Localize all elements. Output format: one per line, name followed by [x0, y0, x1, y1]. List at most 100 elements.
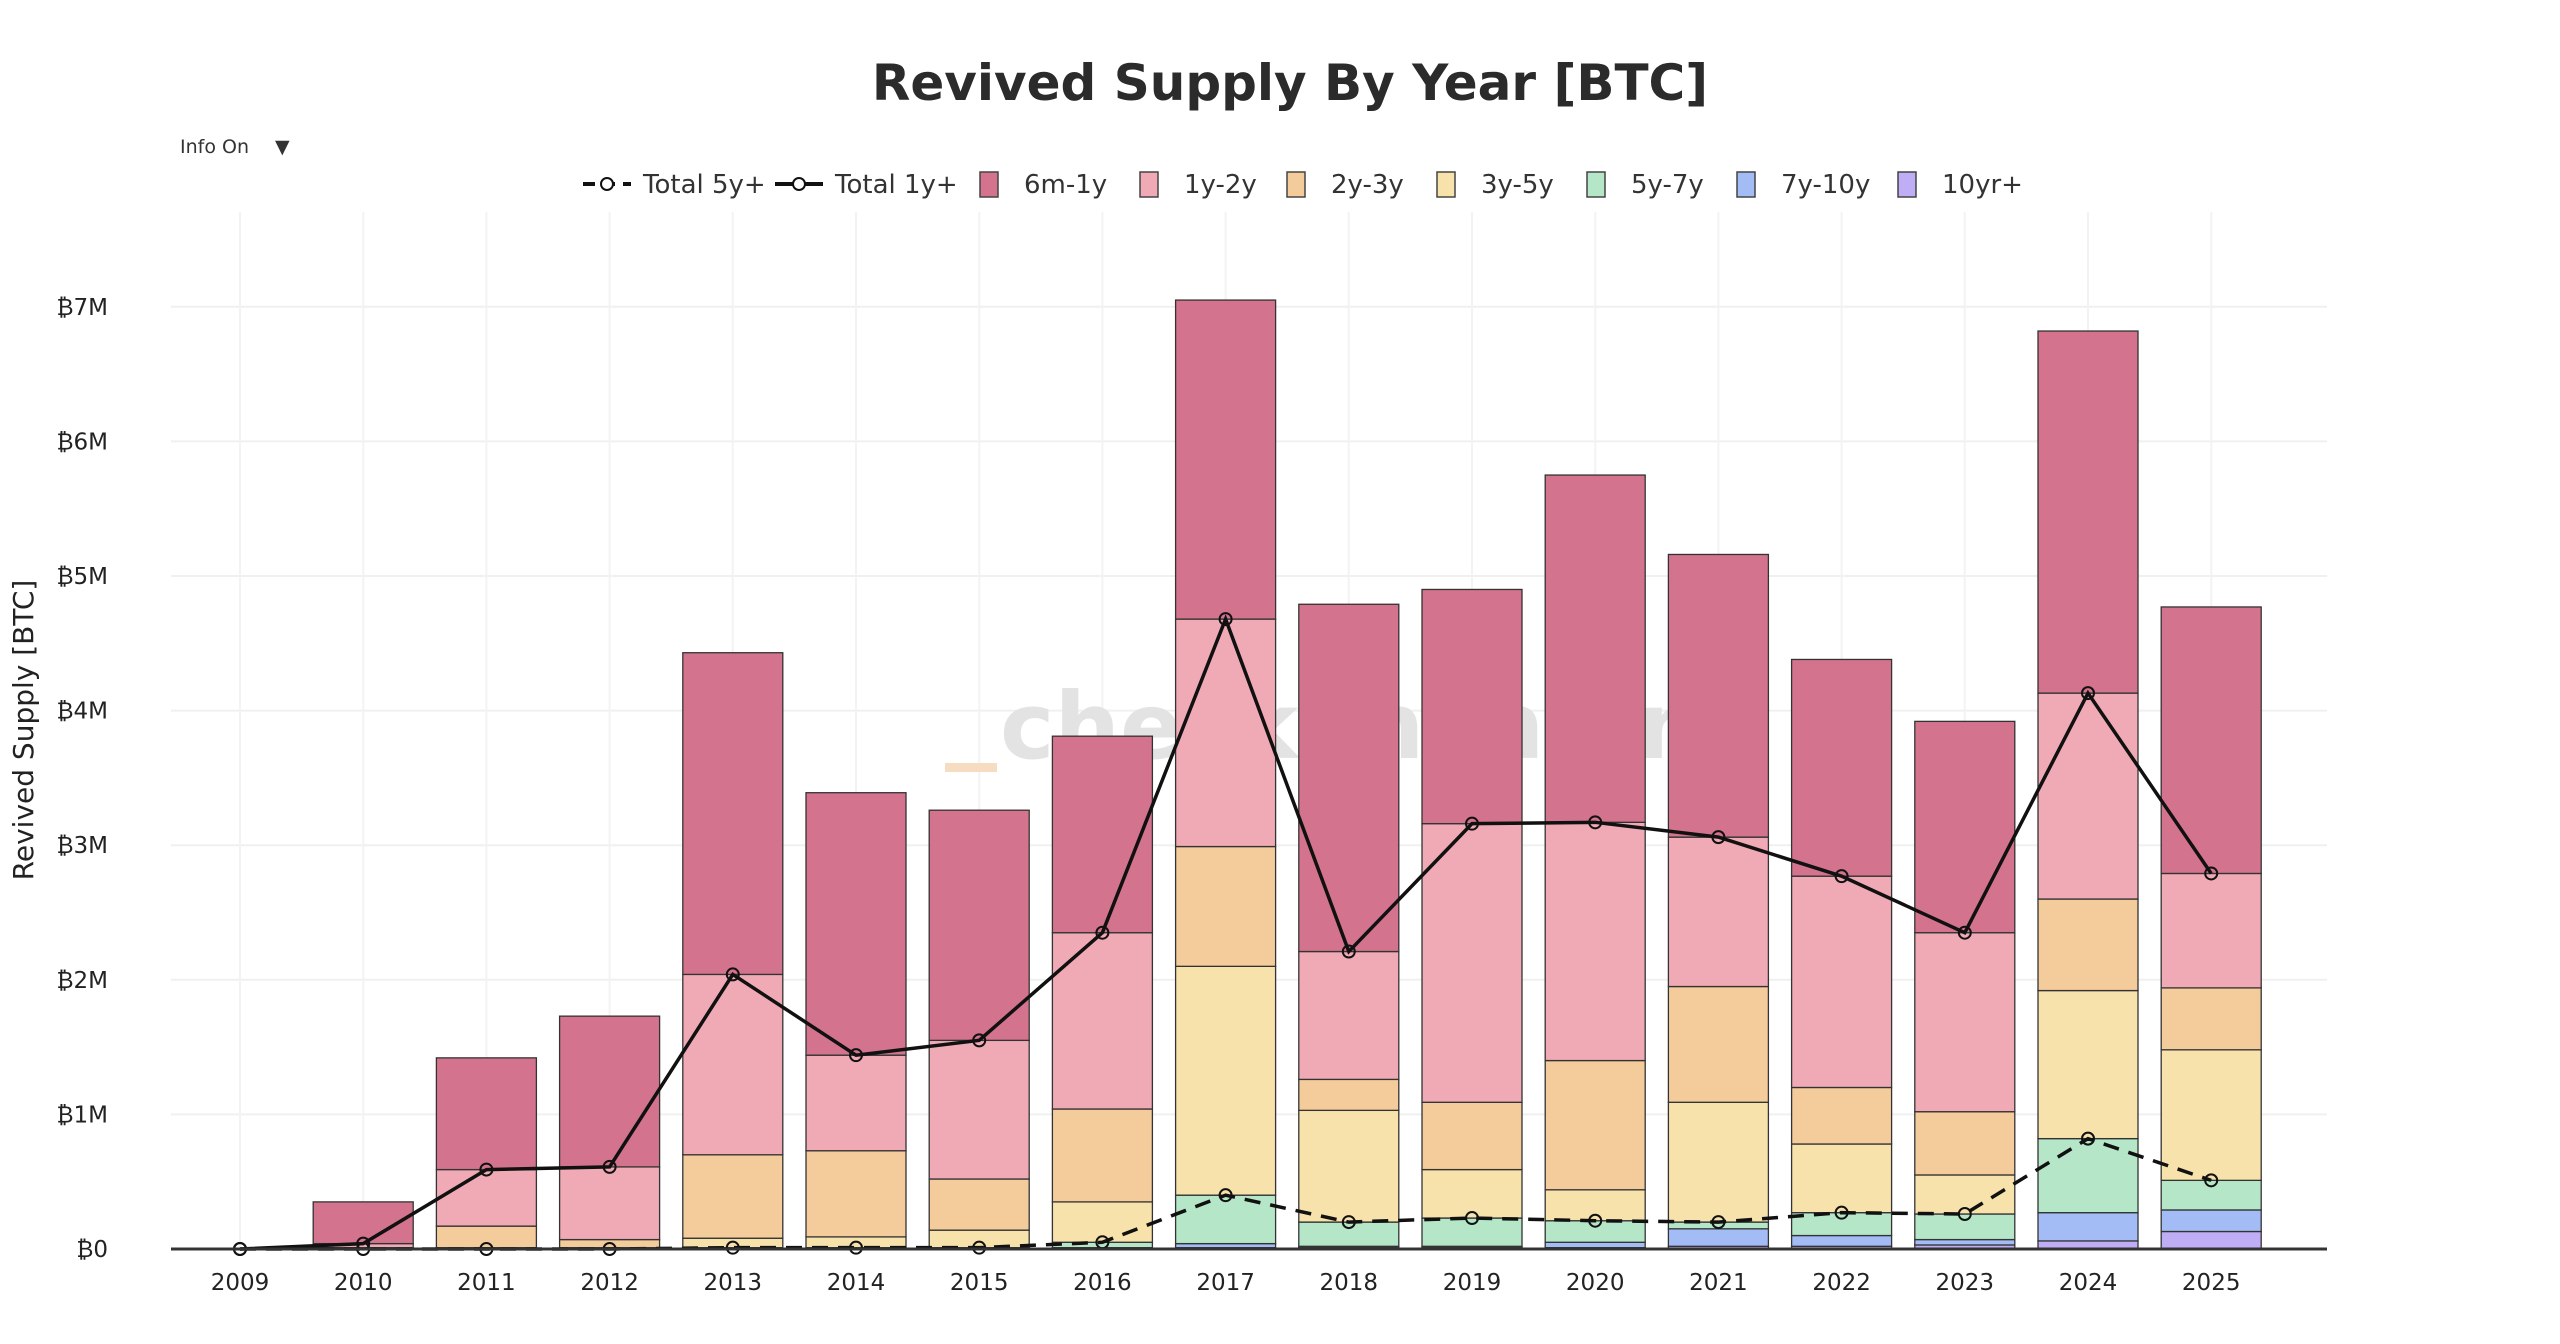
bar-segment-1y-2y [2037, 692, 2139, 900]
bar-segment-5y-7y [1790, 1212, 1893, 1237]
bar-segment-1y-2y [435, 1168, 538, 1227]
info-toggle-label[interactable]: Info On [180, 136, 249, 158]
chart-title: Revived Supply By Year [BTC] [872, 54, 1708, 112]
bar-segment-6m-1y [1667, 553, 1770, 838]
y-tick-label: ₿4M [56, 699, 108, 725]
x-tick-label: 2012 [580, 1270, 639, 1296]
bar-segment-5y-7y [1298, 1221, 1400, 1247]
lines [233, 612, 2219, 1256]
line-point-Total 5y+ [1957, 1207, 1972, 1222]
bar-segment-2y-3y [805, 1150, 907, 1238]
x-tick-label: 2015 [950, 1270, 1009, 1296]
line-point-Total 5y+ [2204, 1173, 2219, 1188]
line-point-Total 1y+ [1218, 612, 1233, 627]
bar-segment-6m-1y [2037, 330, 2139, 694]
legend-item-2y-3y: 2y-3y [1286, 170, 1404, 200]
y-axis-ticks: ₿0 ₿1M ₿2M ₿3M ₿4M ₿5M ₿6M ₿7M [56, 295, 108, 1263]
x-tick-label: 2023 [1936, 1270, 1995, 1296]
bar-segment-6m-1y [805, 792, 907, 1056]
legend-marker [600, 177, 614, 191]
line-point-Total 5y+ [1218, 1188, 1233, 1203]
bar-segment-6m-1y [558, 1015, 661, 1168]
legend-item-7y-10y: 7y-10y [1736, 170, 1870, 200]
x-tick-label: 2019 [1443, 1270, 1502, 1296]
legend: Total 5y+ Total 1y+ 6m-1y 1y-2y 2y-3y 3y-5y 5y… [583, 170, 2023, 200]
bar-segment-5y-7y [2160, 1179, 2262, 1211]
bar-stack-2025 [2160, 606, 2262, 1250]
bar-segment-6m-1y [1051, 735, 1154, 934]
y-tick-label: ₿1M [56, 1102, 108, 1128]
bar-segment-1y-2y [1790, 875, 1893, 1089]
legend-marker [792, 177, 806, 191]
x-tick-label: 2009 [211, 1270, 270, 1296]
line-point-Total 5y+ [1341, 1215, 1356, 1230]
legend-color-swatch [1897, 171, 1917, 198]
bar-segment-5y-7y [1544, 1220, 1646, 1243]
x-tick-label: 2018 [1320, 1270, 1379, 1296]
bar-segment-7y-10y [1790, 1234, 1893, 1247]
bar-stack-2013 [682, 652, 784, 1250]
bar-segment-5y-7y [2037, 1137, 2139, 1214]
bar-segment-1y-2y [2160, 872, 2262, 989]
bar-segment-6m-1y [1914, 720, 2016, 934]
bar-segment-2y-3y [2160, 987, 2262, 1051]
bar-segment-2y-3y [1421, 1101, 1523, 1171]
bar-segment-3y-5y [2037, 989, 2139, 1140]
bar-stack-2023 [1914, 720, 2016, 1250]
dropdown-arrow-icon[interactable]: ▼ [275, 136, 290, 158]
bar-segment-2y-3y [1051, 1108, 1154, 1203]
bar-segment-6m-1y [1174, 299, 1277, 620]
legend-color-swatch [1586, 171, 1606, 198]
bar-segment-1y-2y [1051, 932, 1154, 1110]
bar-segment-1y-2y [1421, 823, 1523, 1103]
bar-stack-2015 [928, 809, 1030, 1250]
bar-segment-1y-2y [682, 973, 784, 1156]
bar-segment-3y-5y [2160, 1049, 2262, 1182]
legend-item-3y-5y: 3y-5y [1436, 170, 1554, 200]
bar-stack-2022 [1790, 658, 1893, 1250]
bar-segment-1y-2y [558, 1166, 661, 1241]
bar-segment-5y-7y [1914, 1213, 2016, 1241]
legend-label: Total 1y+ [834, 170, 958, 200]
bar-segment-3y-5y [1790, 1143, 1893, 1214]
line-point-Total 5y+ [1465, 1211, 1479, 1226]
bar-stack-2014 [805, 792, 907, 1250]
line-point-Total 1y+ [1957, 925, 1972, 940]
bar-stack-2011 [435, 1057, 538, 1250]
bar-segment-7y-10y [1667, 1228, 1770, 1247]
legend-label: Total 5y+ [642, 170, 766, 200]
bar-stack-2018 [1298, 603, 1400, 1250]
line-point-Total 1y+ [1095, 925, 1110, 940]
bar-stack-2021 [1667, 553, 1770, 1250]
bar-segment-6m-1y [435, 1057, 538, 1171]
legend-color-swatch [979, 171, 999, 198]
legend-label: 1y-2y [1184, 170, 1257, 200]
bar-segment-7y-10y [1544, 1241, 1646, 1249]
line-point-Total 1y+ [1588, 815, 1603, 830]
y-tick-label: ₿5M [56, 564, 108, 590]
bar-segment-6m-1y [1544, 474, 1646, 823]
bar-segment-6m-1y [1298, 603, 1400, 953]
x-tick-label: 2017 [1196, 1270, 1255, 1296]
line-point-Total 1y+ [2081, 686, 2095, 701]
legend-item-5y-7y: 5y-7y [1586, 170, 1704, 200]
x-tick-label: 2022 [1812, 1270, 1871, 1296]
y-tick-label: ₿6M [56, 429, 108, 455]
watermark-underscore [945, 763, 997, 772]
bar-segment-1y-2y [1544, 821, 1646, 1062]
bar-segment-2y-3y [435, 1225, 538, 1249]
bar-segment-2y-3y [928, 1178, 1030, 1231]
y-tick-label: ₿7M [56, 295, 108, 321]
bar-stack-2016 [1051, 735, 1154, 1250]
bar-segment-6m-1y [928, 809, 1030, 1042]
line-point-Total 1y+ [1834, 869, 1849, 884]
bar-segment-2y-3y [2037, 898, 2139, 992]
legend-label: 7y-10y [1781, 170, 1870, 200]
info-toggle[interactable]: Info On ▼ [180, 136, 290, 158]
line-Total 1y+ [239, 614, 2213, 1251]
bar-segment-3y-5y [1298, 1109, 1400, 1223]
bar-stack-2024 [2037, 330, 2139, 1250]
x-tick-label: 2013 [704, 1270, 763, 1296]
x-tick-label: 2016 [1073, 1270, 1132, 1296]
line-point-Total 1y+ [2204, 866, 2219, 881]
